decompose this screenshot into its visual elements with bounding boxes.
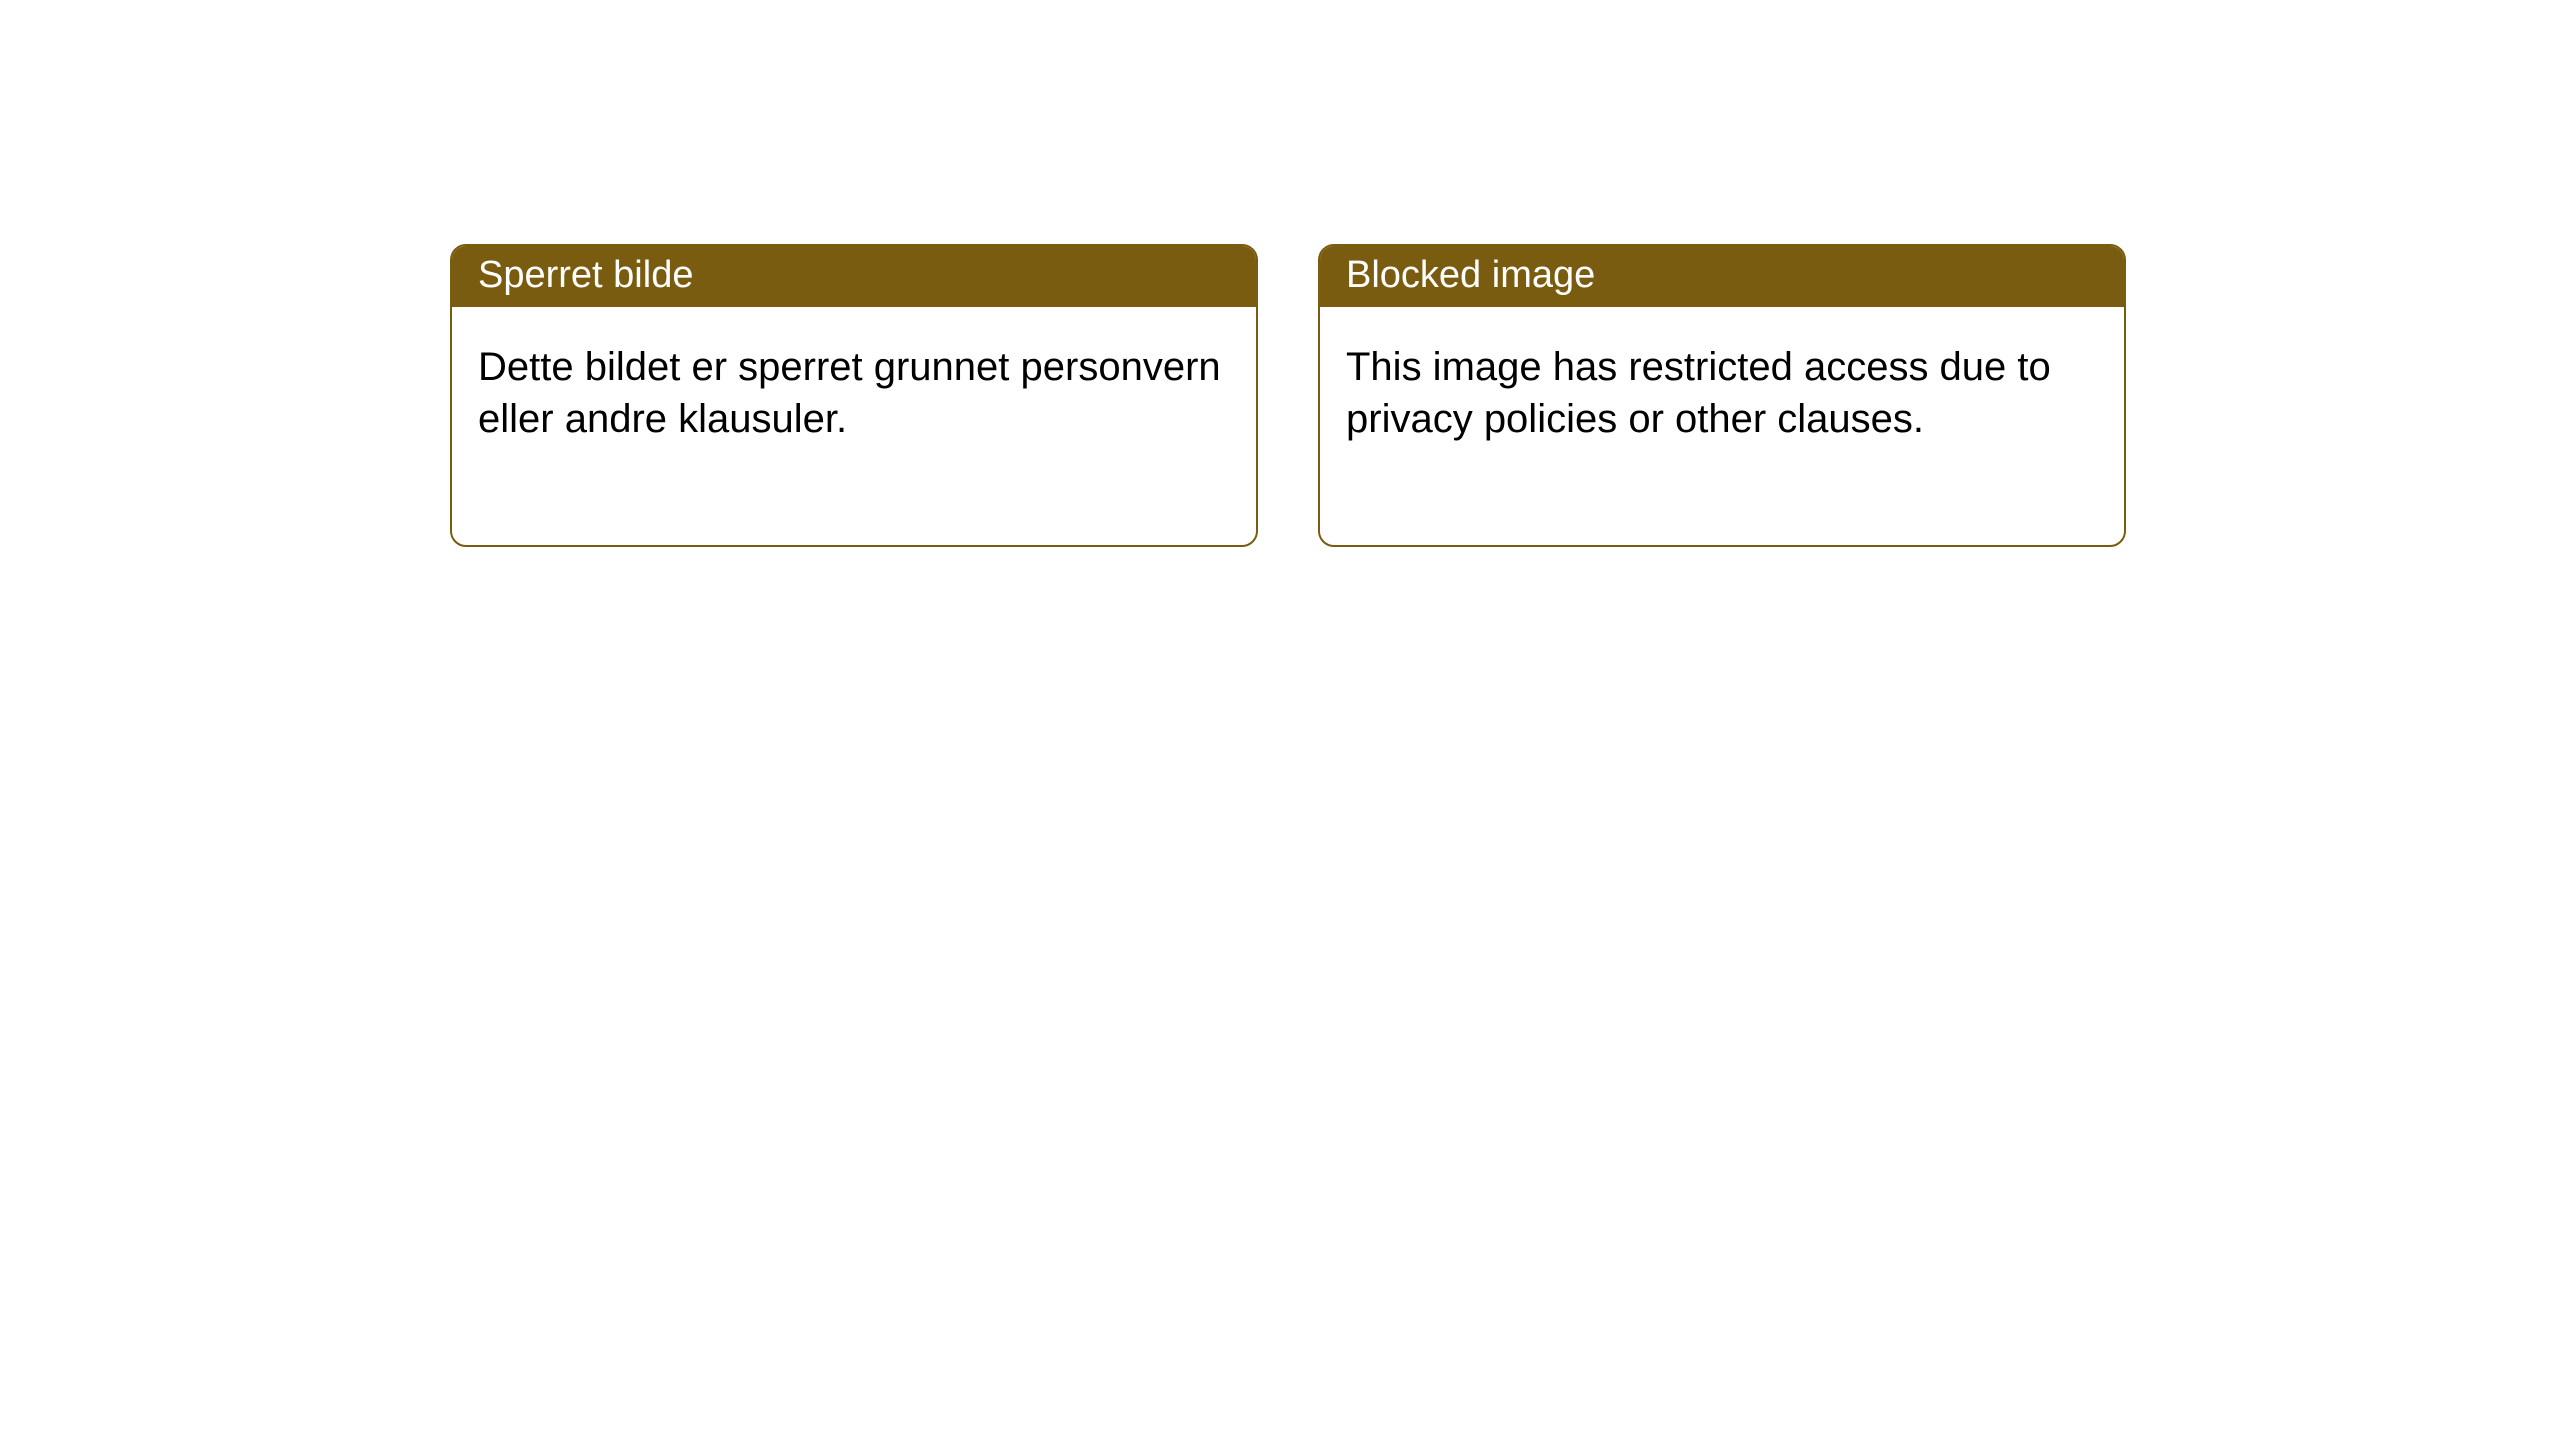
notice-body: Dette bildet er sperret grunnet personve… [452, 307, 1256, 545]
notice-container: Sperret bilde Dette bildet er sperret gr… [0, 0, 2560, 547]
notice-card-norwegian: Sperret bilde Dette bildet er sperret gr… [450, 244, 1258, 547]
notice-header: Blocked image [1320, 246, 2124, 307]
notice-card-english: Blocked image This image has restricted … [1318, 244, 2126, 547]
notice-header: Sperret bilde [452, 246, 1256, 307]
notice-body: This image has restricted access due to … [1320, 307, 2124, 545]
